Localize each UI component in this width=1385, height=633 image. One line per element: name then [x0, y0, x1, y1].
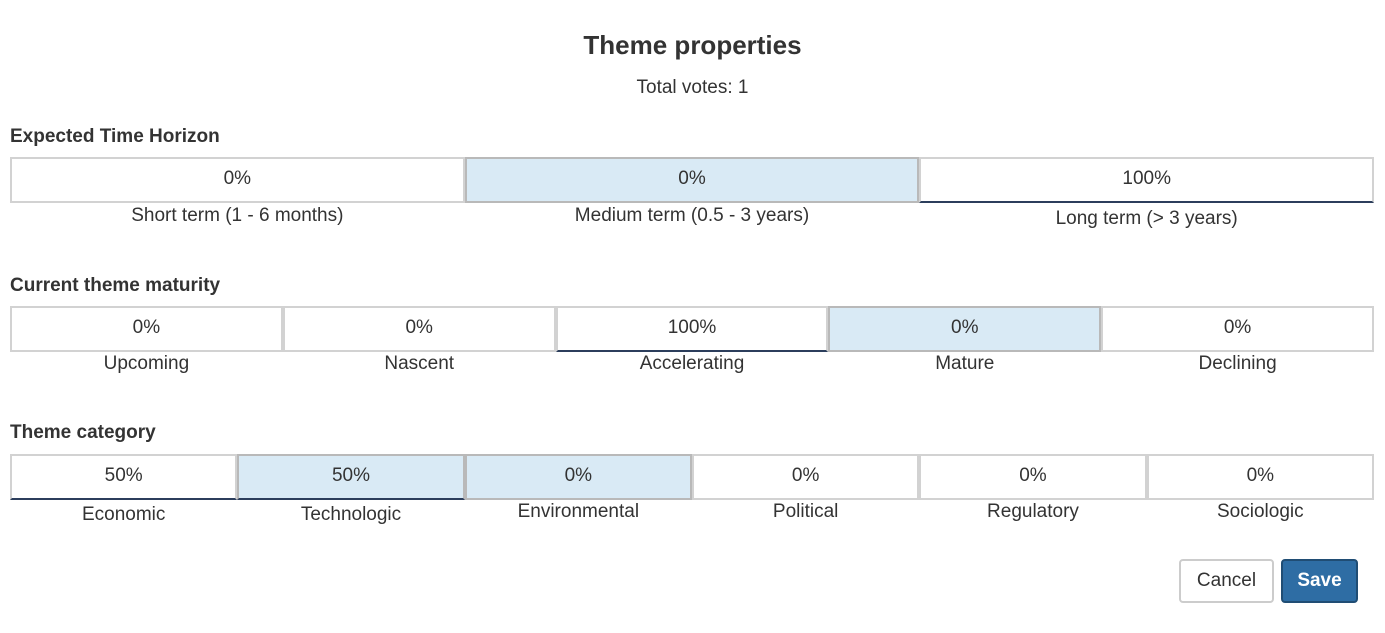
option-mature[interactable]: 0%: [828, 306, 1102, 352]
theme-category-labels: Economic Technologic Environmental Polit…: [10, 501, 1374, 526]
option-label-environmental: Environmental: [517, 501, 640, 522]
option-economic[interactable]: 50%: [10, 454, 238, 500]
option-label-nascent: Nascent: [384, 353, 455, 374]
theme-maturity-options: 0% 0% 100% 0% 0%: [10, 306, 1374, 352]
option-label-technologic: Technologic: [300, 504, 402, 525]
option-short-term[interactable]: 0%: [10, 157, 465, 203]
option-nascent[interactable]: 0%: [282, 306, 556, 352]
theme-maturity-labels: Upcoming Nascent Accelerating Mature Dec…: [10, 353, 1374, 375]
option-label-medium-term: Medium term (0.5 - 3 years): [574, 205, 810, 226]
option-environmental[interactable]: 0%: [464, 454, 692, 500]
section-label-time-horizon: Expected Time Horizon: [10, 126, 220, 147]
section-label-theme-maturity: Current theme maturity: [10, 275, 221, 296]
time-horizon-labels: Short term (1 - 6 months) Medium term (0…: [10, 205, 1374, 230]
option-accelerating[interactable]: 100%: [555, 306, 829, 352]
option-label-long-term: Long term (> 3 years): [1055, 208, 1238, 229]
option-label-political: Political: [772, 501, 839, 522]
save-button[interactable]: Save: [1281, 559, 1358, 603]
option-label-accelerating: Accelerating: [639, 353, 745, 374]
option-label-mature: Mature: [935, 353, 995, 374]
option-label-upcoming: Upcoming: [103, 353, 190, 374]
option-label-declining: Declining: [1198, 353, 1277, 374]
option-regulatory[interactable]: 0%: [919, 454, 1147, 500]
theme-category-options: 50% 50% 0% 0% 0% 0%: [10, 454, 1374, 500]
option-political[interactable]: 0%: [691, 454, 920, 500]
option-label-short-term: Short term (1 - 6 months): [131, 205, 344, 226]
option-technologic[interactable]: 50%: [237, 454, 465, 500]
total-votes: Total votes: 1: [636, 77, 749, 98]
section-label-theme-category: Theme category: [10, 422, 156, 443]
option-long-term[interactable]: 100%: [919, 157, 1375, 203]
option-medium-term[interactable]: 0%: [464, 157, 920, 203]
option-sociologic[interactable]: 0%: [1146, 454, 1374, 500]
option-label-sociologic: Sociologic: [1217, 501, 1304, 522]
cancel-button[interactable]: Cancel: [1179, 559, 1274, 603]
dialog-title: Theme properties: [583, 30, 802, 60]
option-label-economic: Economic: [81, 504, 166, 525]
option-declining[interactable]: 0%: [1101, 306, 1374, 352]
option-upcoming[interactable]: 0%: [10, 306, 283, 352]
time-horizon-options: 0% 0% 100%: [10, 157, 1375, 203]
option-label-regulatory: Regulatory: [987, 501, 1079, 522]
